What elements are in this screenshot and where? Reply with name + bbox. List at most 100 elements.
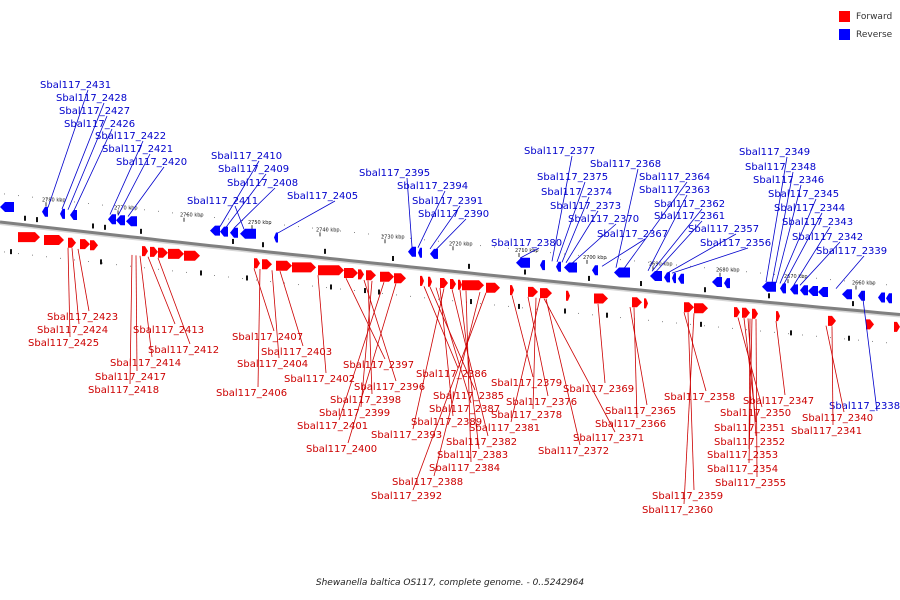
label-leader-line [406,177,413,248]
track-dot-top [144,209,145,211]
label-leader-line [73,128,113,211]
gene-label-sbal117_2401: Sbal117_2401 [297,421,368,432]
track-dot-bottom [18,253,19,255]
feature-marker [392,255,394,261]
label-leader-line [67,247,71,338]
gene-label-sbal117_2382: Sbal117_2382 [446,437,517,448]
track-dot-top [676,264,677,266]
track-dot-top [200,215,201,217]
track-dot-top [298,226,299,228]
forward-gene-arrow [344,268,358,278]
gene-label-sbal117_2396: Sbal117_2396 [354,382,425,393]
gene-label-sbal117_2374: Sbal117_2374 [541,187,612,198]
gene-label-sbal117_2365: Sbal117_2365 [605,406,676,417]
feature-marker [324,248,326,254]
forward-gene-arrow [540,288,552,299]
track-dot-bottom [60,257,61,259]
track-dot-top [74,201,75,203]
track-dot-bottom [326,287,327,289]
label-leader-line [667,233,737,274]
gene-label-sbal117_2360: Sbal117_2360 [642,505,713,516]
track-dot-top [578,254,579,256]
label-leader-line [412,292,487,491]
label-leader-line [363,279,397,382]
track-dot-top [228,218,229,220]
gene-label-sbal117_2413: Sbal117_2413 [133,325,204,336]
gene-label-sbal117_2345: Sbal117_2345 [768,189,839,200]
forward-gene-arrow [428,276,432,287]
feature-marker [524,269,526,275]
label-leader-line [543,298,616,433]
gene-label-sbal117_2395: Sbal117_2395 [359,168,430,179]
gene-label-sbal117_2358: Sbal117_2358 [664,392,735,403]
gene-label-sbal117_2361: Sbal117_2361 [654,211,725,222]
label-leader-line [433,291,481,477]
track-dot-bottom [704,325,705,327]
label-leader-line [835,255,865,289]
reverse-gene-arrow [240,228,256,239]
legend-forward-label: Forward [856,11,893,22]
label-leader-line [429,286,476,391]
track-dot-top [634,260,635,262]
forward-gene-arrow [528,286,538,297]
feature-marker [564,308,566,314]
reverse-gene-arrow [724,278,730,289]
reverse-gene-arrow [664,272,670,283]
forward-gene-arrow [262,259,272,270]
gene-label-sbal117_2403: Sbal117_2403 [261,347,332,358]
gene-label-sbal117_2388: Sbal117_2388 [392,477,463,488]
label-leader-line [799,241,841,286]
scale-tick-label: 2660 kbp [852,280,876,286]
label-leader-line [793,226,831,285]
genome-backbone-shadow [0,223,900,318]
label-leader-line [61,102,105,210]
track-dot-top [522,249,523,251]
track-dot-bottom [844,338,845,340]
forward-gene-arrow [254,258,260,269]
track-dot-top [774,273,775,275]
forward-gene-arrow [644,298,648,309]
label-leader-line [435,218,467,250]
feature-marker [700,321,702,327]
gene-label-sbal117_2393: Sbal117_2393 [371,430,442,441]
track-dot-bottom [830,337,831,339]
reverse-gene-arrow [220,226,228,237]
feature-marker [468,263,470,269]
feature-marker [606,312,608,318]
gene-label-sbal117_2380: Sbal117_2380 [491,238,562,249]
label-leader-line [271,270,280,359]
track-dot-top [704,267,705,269]
label-leader-line [157,257,191,345]
gene-label-sbal117_2367: Sbal117_2367 [597,229,668,240]
track-dot-top [214,216,215,218]
reverse-gene-arrow [886,293,892,304]
gene-label-sbal117_2338: Sbal117_2338 [829,401,900,412]
track-dot-top [396,236,397,238]
forward-gene-arrow [292,262,316,273]
forward-gene-arrow [276,260,292,271]
track-dot-bottom [214,274,215,276]
scale-tick-label: 2720 kbp [449,241,473,247]
feature-marker [790,330,792,336]
track-dot-top [102,204,103,206]
gene-label-sbal117_2410: Sbal117_2410 [211,151,282,162]
label-leader-line [748,318,751,450]
feature-marker [246,275,248,281]
legend-reverse: Reverse [839,27,897,42]
gene-label-sbal117_2372: Sbal117_2372 [538,446,609,457]
reverse-gene-arrow [42,206,48,217]
gene-label-sbal117_2405: Sbal117_2405 [287,191,358,202]
feature-marker [100,259,102,265]
track-dot-top [592,256,593,258]
feature-marker [24,215,26,221]
label-leader-line [417,190,446,248]
label-leader-line [687,312,695,491]
label-leader-line [147,256,176,325]
gene-label-sbal117_2383: Sbal117_2383 [437,450,508,461]
gene-label-sbal117_2353: Sbal117_2353 [707,450,778,461]
gene-label-sbal117_2377: Sbal117_2377 [524,146,595,157]
gene-label-sbal117_2391: Sbal117_2391 [412,196,483,207]
label-leader-line [338,282,385,421]
label-leader-line [459,289,480,450]
